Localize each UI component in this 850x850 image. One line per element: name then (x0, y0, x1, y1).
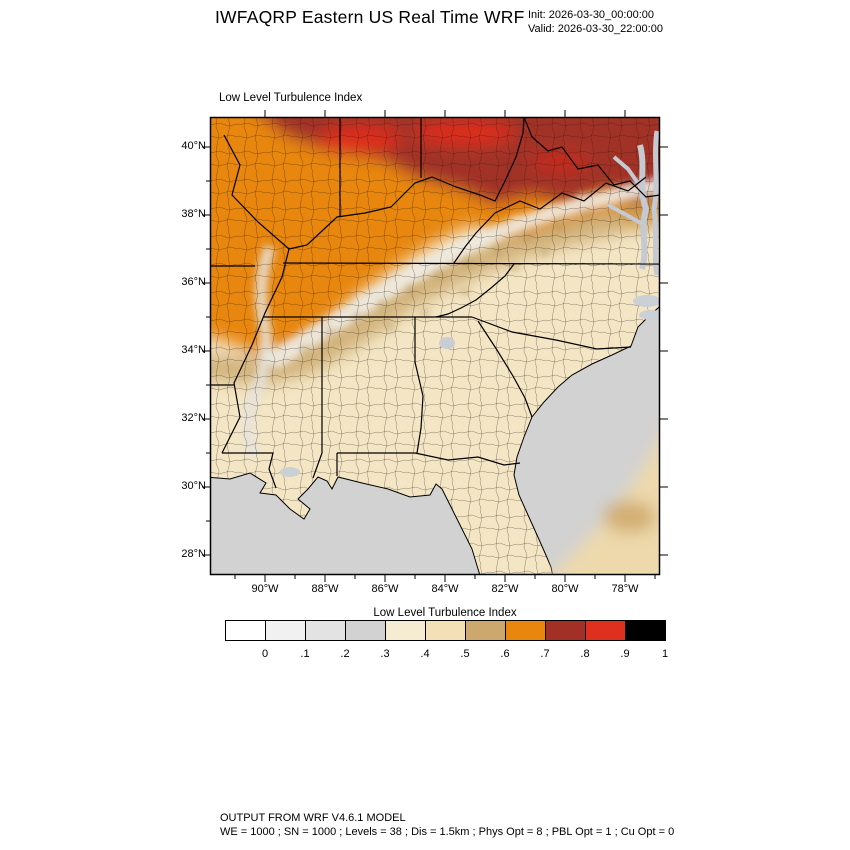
footer-model-info: OUTPUT FROM WRF V4.6.1 MODEL (220, 812, 406, 824)
lat-label-32n: 32°N (181, 412, 206, 424)
colorbar-tick-label: .5 (460, 648, 470, 660)
colorbar-swatch (265, 620, 306, 641)
colorbar-tick-label: .2 (340, 648, 350, 660)
colorbar-swatch (585, 620, 626, 641)
plot-title: IWFAQRP Eastern US Real Time WRF (215, 7, 525, 27)
colorbar-swatch (425, 620, 466, 641)
lon-label-80w: 80°W (551, 583, 579, 595)
chesapeake-bay (607, 130, 660, 276)
valid-time: Valid: 2026-03-30_22:00:00 (528, 23, 663, 35)
colorbar-swatch (345, 620, 386, 641)
colorbar-tick-label: .4 (420, 648, 430, 660)
albemarle-sound (633, 295, 660, 307)
lake-pontchartrain (280, 467, 300, 477)
lon-label-78w: 78°W (611, 583, 639, 595)
map-frame (209, 116, 661, 576)
footer-namelist-info: WE = 1000 ; SN = 1000 ; Levels = 38 ; Di… (220, 826, 675, 838)
lat-label-28n: 28°N (181, 548, 206, 560)
colorbar-tick-label: .1 (300, 648, 310, 660)
gulf-of-mexico (210, 472, 481, 575)
colorbar-tick-label: .6 (500, 648, 510, 660)
lat-label-30n: 30°N (181, 480, 206, 492)
water-bodies (210, 130, 660, 575)
colorbar-tick-label: 1 (661, 648, 669, 660)
colorbar-swatch (465, 620, 506, 641)
colorbar-swatch (625, 620, 666, 641)
colorbar-swatch (225, 620, 266, 641)
lake-spot (439, 337, 455, 349)
lat-label-38n: 38°N (181, 208, 206, 220)
colorbar-tick-label: .3 (380, 648, 390, 660)
colorbar-swatch (545, 620, 586, 641)
state-boundaries (210, 117, 660, 489)
colorbar-swatch (385, 620, 426, 641)
lon-label-82w: 82°W (491, 583, 519, 595)
turbulence-map (202, 110, 668, 582)
init-time: Init: 2026-03-30_00:00:00 (528, 9, 654, 21)
field-label: Low Level Turbulence Index (219, 92, 363, 104)
lat-label-40n: 40°N (181, 140, 206, 152)
lon-label-88w: 88°W (311, 583, 339, 595)
offshore-warm-patch (551, 438, 660, 575)
lon-label-90w: 90°W (251, 583, 279, 595)
run-times: Init: 2026-03-30_00:00:00 Valid: 2026-03… (528, 8, 663, 36)
lat-label-34n: 34°N (181, 344, 206, 356)
lat-label-36n: 36°N (181, 276, 206, 288)
colorbar-swatch (505, 620, 546, 641)
colorbar-tick-label: .8 (580, 648, 590, 660)
colorbar-title: Low Level Turbulence Index (373, 607, 517, 619)
colorbar-swatch (305, 620, 346, 641)
colorbar (225, 620, 666, 641)
axis-ticks (202, 110, 668, 582)
colorbar-tick-label: 0 (261, 648, 269, 660)
lon-label-86w: 86°W (371, 583, 399, 595)
lon-label-84w: 84°W (431, 583, 459, 595)
pamlico-sound (639, 310, 660, 320)
colorbar-tick-label: .7 (540, 648, 550, 660)
colorbar-tick-label: .9 (620, 648, 630, 660)
